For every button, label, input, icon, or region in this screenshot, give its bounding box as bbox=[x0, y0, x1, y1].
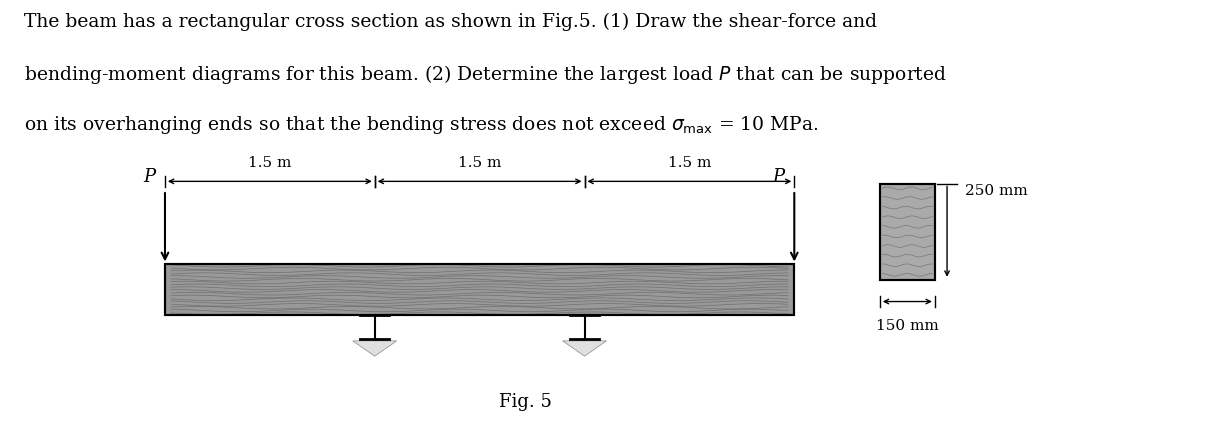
Bar bbox=[880, 184, 935, 280]
Text: 1.5 m: 1.5 m bbox=[458, 156, 501, 170]
Bar bbox=[880, 184, 935, 280]
Text: P: P bbox=[772, 168, 785, 186]
Text: The beam has a rectangular cross section as shown in Fig.5. (1) Draw the shear-f: The beam has a rectangular cross section… bbox=[24, 13, 877, 31]
Polygon shape bbox=[562, 341, 606, 356]
Bar bbox=[165, 264, 794, 315]
Text: Fig. 5: Fig. 5 bbox=[499, 393, 552, 411]
Text: 1.5 m: 1.5 m bbox=[667, 156, 711, 170]
Text: 150 mm: 150 mm bbox=[876, 319, 938, 333]
Text: P: P bbox=[143, 168, 155, 186]
Polygon shape bbox=[353, 341, 397, 356]
Bar bbox=[165, 264, 794, 315]
Text: 1.5 m: 1.5 m bbox=[248, 156, 292, 170]
Text: on its overhanging ends so that the bending stress does not exceed $\sigma_{\mat: on its overhanging ends so that the bend… bbox=[24, 114, 819, 135]
Text: bending-moment diagrams for this beam. (2) Determine the largest load $P$ that c: bending-moment diagrams for this beam. (… bbox=[24, 63, 947, 87]
Text: 250 mm: 250 mm bbox=[965, 184, 1028, 198]
